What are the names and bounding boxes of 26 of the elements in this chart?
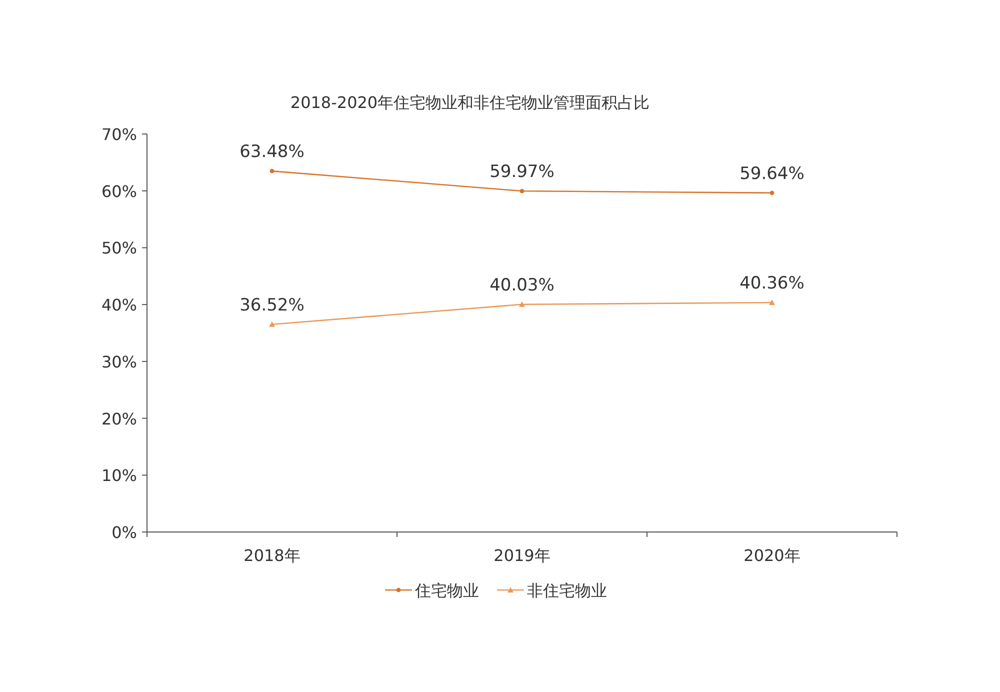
ytick: 60% — [101, 182, 137, 201]
point — [270, 168, 274, 174]
legend-text: 住宅物业 — [415, 581, 479, 600]
xtick: 2018年 — [244, 546, 300, 565]
ytick: 20% — [101, 409, 137, 428]
ytick: 30% — [101, 352, 137, 372]
value-label: 40.36% — [740, 274, 804, 294]
point — [770, 190, 774, 196]
xtick: 2019年 — [494, 546, 550, 565]
ytick: 70% — [101, 125, 137, 144]
value-label: 59.97% — [490, 162, 554, 182]
value-label: 63.48% — [240, 142, 304, 162]
legend-text: 非住宅物业 — [527, 581, 607, 600]
value-label: 59.64% — [740, 164, 804, 184]
xtick: 2020年 — [744, 546, 800, 565]
point — [520, 188, 524, 194]
ytick: 0% — [112, 523, 137, 542]
title: 2018-2020年住宅物业和非住宅物业管理面积占比 — [290, 93, 650, 112]
ytick: 10% — [101, 466, 137, 486]
point — [769, 300, 775, 306]
point — [519, 301, 525, 307]
point — [269, 321, 275, 327]
value-label: 40.03% — [490, 275, 554, 296]
value-label: 36.52% — [240, 295, 304, 316]
ytick: 50% — [101, 238, 137, 258]
ytick: 40% — [101, 296, 137, 315]
